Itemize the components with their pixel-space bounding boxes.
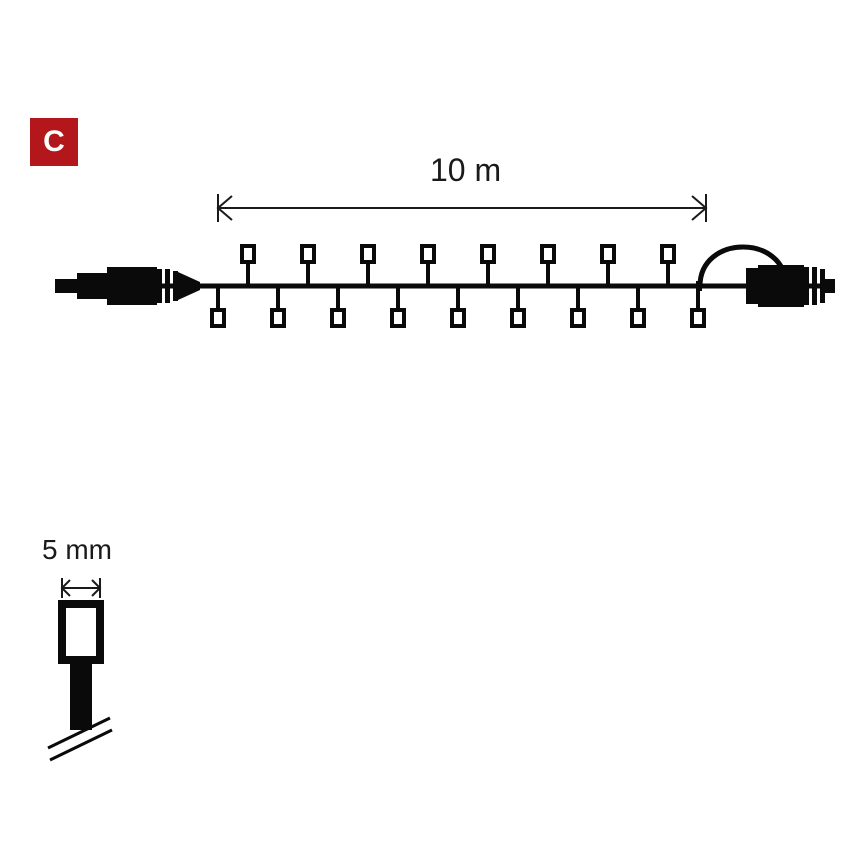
diagram-svg <box>0 0 868 868</box>
led-detail <box>48 604 112 760</box>
plug-left <box>55 267 200 305</box>
led-bottom-row <box>212 286 704 326</box>
led-top-row <box>242 246 674 286</box>
led-width-dimension <box>62 578 100 598</box>
plug-right <box>696 247 835 307</box>
main-dimension <box>218 194 706 222</box>
